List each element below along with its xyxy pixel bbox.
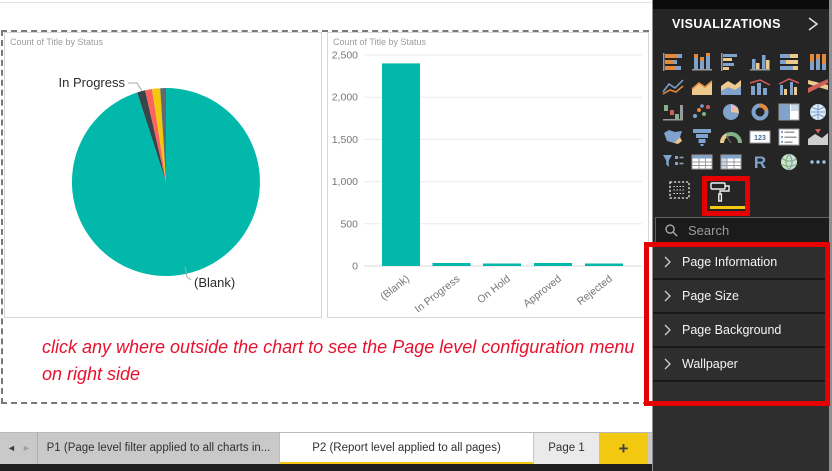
chevron-right-icon: [664, 290, 671, 302]
svg-text:Rejected: Rejected: [575, 273, 615, 308]
viz-icon-clustered-bar-chart[interactable]: [719, 52, 743, 72]
svg-text:123: 123: [754, 135, 766, 142]
viz-icon-donut-chart[interactable]: [748, 102, 772, 122]
fields-pane-tab[interactable]: [667, 180, 699, 208]
search-input[interactable]: [686, 221, 832, 239]
viz-icon-arcgis-map[interactable]: [777, 152, 801, 172]
viz-icon-100-stacked-column-chart[interactable]: [806, 52, 830, 72]
section-label: Wallpaper: [682, 357, 738, 371]
viz-icon-area-chart[interactable]: [690, 77, 714, 97]
canvas-top-hairline: [0, 2, 652, 3]
panel-title: VISUALIZATIONS: [672, 17, 781, 31]
viz-icon-waterfall-chart[interactable]: [661, 102, 685, 122]
pie-chart-title: Count of Title by Status: [10, 37, 104, 47]
chevron-right-icon: [664, 358, 671, 370]
annotation-text: click any where outside the chart to see…: [42, 334, 642, 388]
format-sections-list: Page Information Page Size Page Backgrou…: [653, 246, 832, 471]
panel-header: VISUALIZATIONS: [653, 9, 832, 41]
section-wallpaper[interactable]: Wallpaper: [653, 348, 832, 382]
annotation-line-1: click any where outside the chart to see…: [42, 337, 635, 357]
svg-text:In Progress: In Progress: [413, 273, 463, 316]
section-page-background[interactable]: Page Background: [653, 314, 832, 348]
chevron-right-icon: [664, 324, 671, 336]
format-pane-tab[interactable]: [707, 180, 743, 208]
search-row: [653, 215, 832, 246]
svg-text:Approved: Approved: [521, 273, 564, 310]
section-page-information[interactable]: Page Information: [653, 246, 832, 280]
svg-text:2,000: 2,000: [332, 92, 358, 104]
svg-text:1,000: 1,000: [332, 176, 358, 188]
viz-icon-stacked-column-chart[interactable]: [690, 52, 714, 72]
pie-chart-visual[interactable]: Count of Title by Status In Progress (Bla…: [4, 32, 322, 318]
section-page-size[interactable]: Page Size: [653, 280, 832, 314]
viz-icon-filled-map[interactable]: [661, 127, 685, 147]
pie-chart-plot: In Progress (Blank): [59, 75, 260, 290]
svg-text:On Hold: On Hold: [475, 273, 513, 306]
svg-text:(Blank): (Blank): [194, 275, 235, 290]
viz-icon-line-chart[interactable]: [661, 77, 685, 97]
add-page-button[interactable]: +: [599, 433, 648, 465]
collapse-panel-icon[interactable]: [807, 16, 819, 32]
visualizations-panel: VISUALIZATIONS 123 R: [652, 0, 832, 471]
svg-text:In Progress: In Progress: [59, 75, 126, 90]
svg-text:0: 0: [352, 261, 358, 273]
panel-scrollbar[interactable]: [829, 0, 832, 471]
viz-icon-line-and-clustered-column-chart[interactable]: [777, 77, 801, 97]
viz-icon-r-script-visual[interactable]: R: [748, 152, 772, 172]
paint-roller-icon: [707, 182, 735, 208]
page-tab-bar: ◄ ► P1 (Page level filter applied to all…: [0, 432, 652, 465]
page-tab-page1[interactable]: Page 1: [533, 433, 599, 465]
section-label: Page Information: [682, 255, 778, 269]
viz-icon-treemap[interactable]: [777, 102, 801, 122]
viz-icon-matrix[interactable]: [719, 152, 743, 172]
viz-icon-stacked-bar-chart[interactable]: [661, 52, 685, 72]
next-page-arrow-icon[interactable]: ►: [22, 443, 31, 453]
report-canvas[interactable]: Count of Title by Status In Progress (Bla…: [0, 0, 652, 471]
viz-icon-grid: 123 R: [661, 52, 829, 172]
annotation-line-2: on right side: [42, 364, 141, 384]
svg-text:R: R: [754, 153, 766, 172]
page-tab-p1[interactable]: P1 (Page level filter applied to all cha…: [38, 433, 280, 465]
viz-icon-more-options[interactable]: [806, 152, 830, 172]
tab-nav-arrows: ◄ ►: [0, 433, 38, 465]
fields-canvas-icon: [667, 181, 693, 206]
active-pane-tab-underline: [710, 206, 747, 209]
svg-text:2,500: 2,500: [332, 50, 358, 62]
viz-icon-kpi[interactable]: [806, 127, 830, 147]
page-tab-p2-active[interactable]: P2 (Report level applied to all pages): [280, 433, 533, 465]
section-label: Page Background: [682, 323, 782, 337]
viz-icon-gauge[interactable]: [719, 127, 743, 147]
chevron-right-icon: [664, 256, 671, 268]
viz-icon-funnel[interactable]: [690, 127, 714, 147]
viz-icon-slicer[interactable]: [661, 152, 685, 172]
svg-text:1,500: 1,500: [332, 134, 358, 146]
viz-icon-table[interactable]: [690, 152, 714, 172]
prev-page-arrow-icon[interactable]: ◄: [7, 443, 16, 453]
svg-text:(Blank): (Blank): [378, 273, 412, 303]
section-label: Page Size: [682, 289, 739, 303]
bar-chart-plot: 0 500 1,000 1,500 2,000 2,500 (Blank) In Progre…: [332, 50, 642, 316]
status-bar-strip: [0, 464, 652, 471]
viz-icon-pie-chart[interactable]: [719, 102, 743, 122]
viz-icon-100-stacked-bar-chart[interactable]: [777, 52, 801, 72]
viz-icon-ribbon-chart[interactable]: [806, 77, 830, 97]
viz-icon-clustered-column-chart[interactable]: [748, 52, 772, 72]
search-icon: [665, 223, 678, 237]
viz-icon-scatter-chart[interactable]: [690, 102, 714, 122]
bar-chart-visual[interactable]: Count of Title by Status 0 500 1,000 1,500 2…: [327, 32, 649, 318]
panel-top-strip: [653, 0, 832, 9]
viz-icon-line-and-stacked-column-chart[interactable]: [748, 77, 772, 97]
bar-chart-title: Count of Title by Status: [333, 37, 427, 47]
viz-icon-multi-row-card[interactable]: [777, 127, 801, 147]
viz-icon-map[interactable]: [806, 102, 830, 122]
viz-icon-card[interactable]: 123: [748, 127, 772, 147]
search-box[interactable]: [655, 217, 832, 243]
sections-filler: [653, 382, 832, 471]
svg-text:500: 500: [340, 218, 358, 230]
viz-icon-stacked-area-chart[interactable]: [719, 77, 743, 97]
